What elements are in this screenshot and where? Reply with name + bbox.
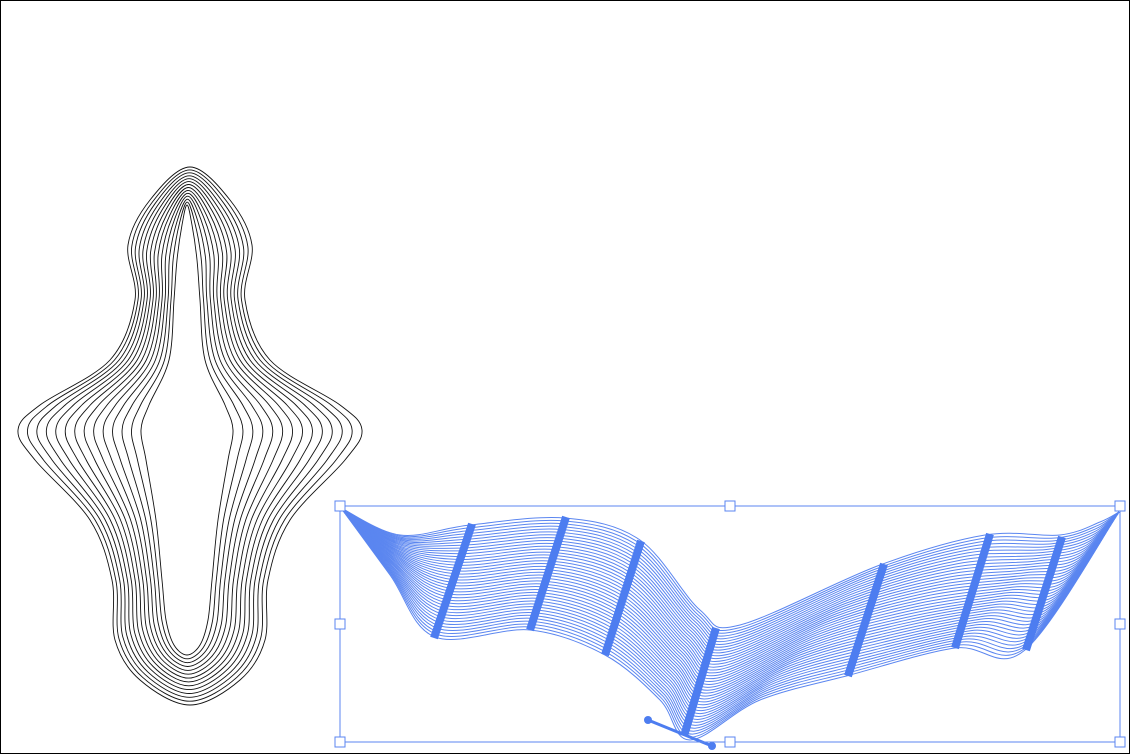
contour-blend[interactable] [17,166,363,706]
resize-handle[interactable] [334,736,346,748]
resize-handle[interactable] [1114,736,1126,748]
resize-handle[interactable] [724,736,736,748]
spine [1022,535,1066,652]
contour-line [131,201,244,660]
spine [680,626,720,738]
contour-line [121,198,254,664]
ribbon-line [340,507,1120,741]
contour-line [27,169,353,702]
spine [601,539,645,657]
blend-spines [430,515,1066,750]
spine [844,562,888,678]
resize-handle[interactable] [334,618,346,630]
contour-line [36,172,343,698]
resize-handle[interactable] [334,500,346,512]
handle-point[interactable] [708,742,716,750]
contour-line [140,204,234,656]
spine [526,515,570,632]
spine [951,532,994,650]
contour-line [45,175,333,694]
contour-line [55,178,323,691]
contour-line [74,184,303,683]
contour-line [93,189,284,675]
contour-line [64,181,313,687]
contour-line [83,187,293,679]
selection-box[interactable] [334,500,1126,748]
handle-point[interactable] [644,716,652,724]
resize-handle[interactable] [1114,500,1126,512]
contour-line [112,195,264,667]
spine [430,522,476,640]
contour-line [102,192,274,671]
contour-line [17,166,363,706]
resize-handle[interactable] [724,500,736,512]
resize-handle[interactable] [1114,618,1126,630]
